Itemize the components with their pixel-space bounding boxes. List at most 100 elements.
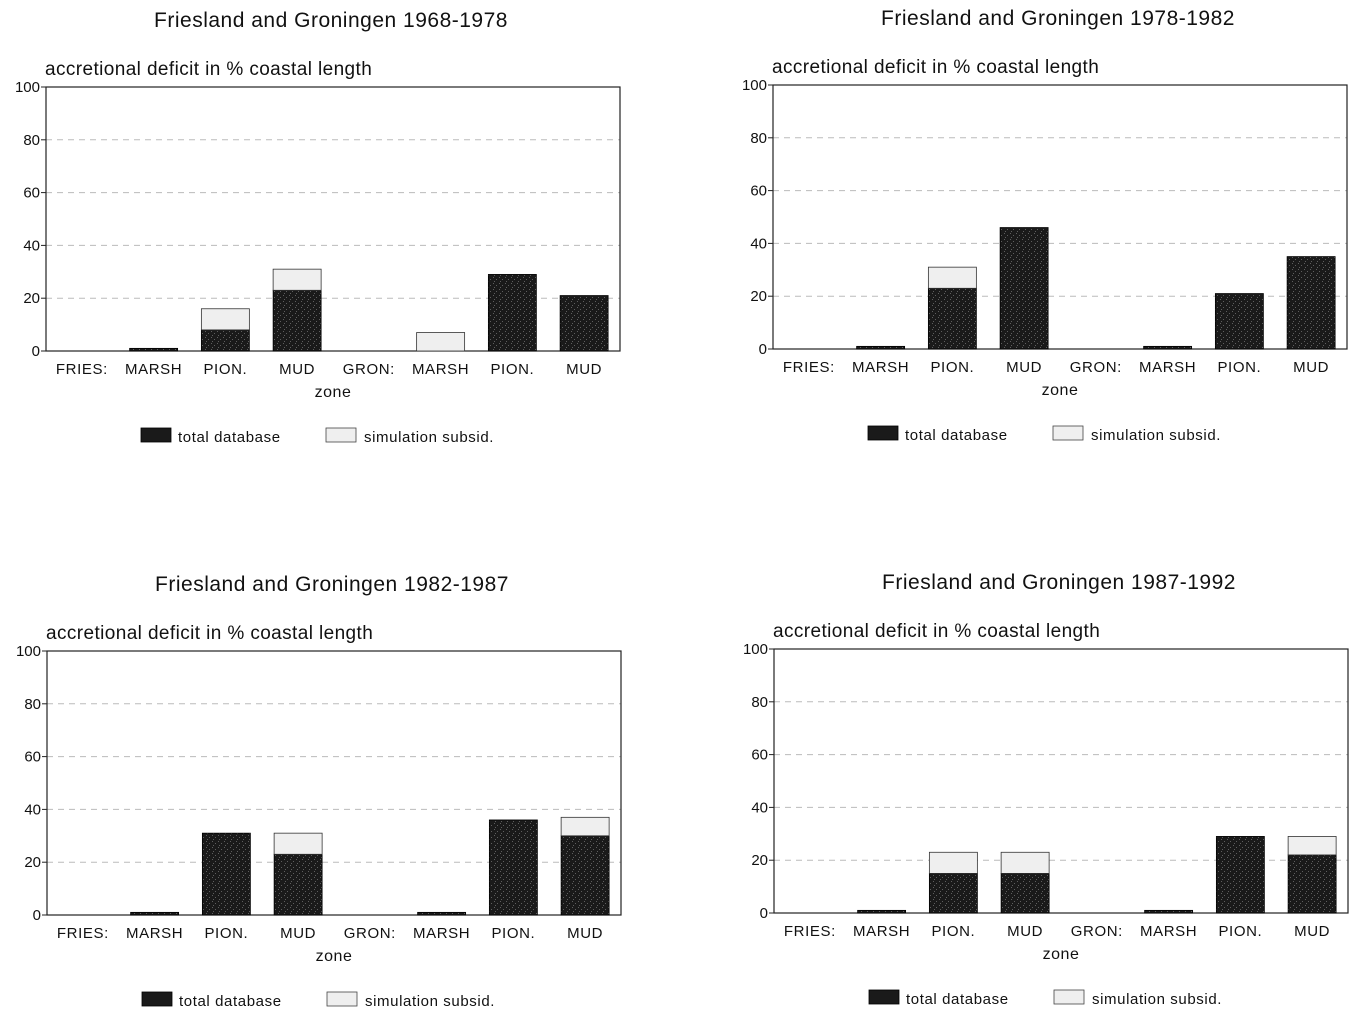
bar-simulation-subsid <box>200 308 250 331</box>
x-category-label: MUD <box>567 925 603 942</box>
bar-total-database <box>857 909 907 914</box>
x-category-label: GRON: <box>1071 923 1123 940</box>
chart-title: Friesland and Groningen 1987-1992 <box>882 571 1236 594</box>
x-category-label: PION. <box>203 361 247 378</box>
chart-1987-1992: Friesland and Groningen 1987-1992 accreti… <box>728 562 1353 1032</box>
x-category-label: PION. <box>1218 923 1262 940</box>
x-category-label: MUD <box>1293 359 1329 376</box>
bar-total-database <box>1000 872 1050 914</box>
legend-swatch-total-database <box>868 989 900 1005</box>
x-category-label: MARSH <box>126 925 183 942</box>
y-tick-label: 20 <box>751 852 768 869</box>
x-category-label: MARSH <box>1139 359 1196 376</box>
chart-svg: Friesland and Groningen 1968-1978 accreti… <box>15 9 621 446</box>
bar-simulation-subsid <box>273 832 323 855</box>
x-category-label: GRON: <box>344 925 396 942</box>
x-category-label: MUD <box>1294 923 1330 940</box>
legend-swatch-simulation-subsid <box>1053 989 1085 1005</box>
legend-swatch-simulation-subsid <box>326 991 358 1007</box>
legend-swatch-total-database <box>140 427 172 443</box>
x-category-label: MARSH <box>125 361 182 378</box>
y-tick-label: 20 <box>24 854 41 871</box>
legend-label-total-database: total database <box>905 427 1008 444</box>
bar-total-database <box>488 819 538 916</box>
x-category-label: MUD <box>279 361 315 378</box>
x-category-label: PION. <box>491 925 535 942</box>
y-tick-label: 80 <box>751 694 768 711</box>
y-tick-label: 40 <box>23 237 40 254</box>
plot-frame <box>773 648 1349 914</box>
y-axis-label: accretional deficit in % coastal length <box>46 623 373 644</box>
y-tick-label: 0 <box>759 341 767 358</box>
y-tick-label: 40 <box>750 235 767 252</box>
legend-label-simulation-subsid: simulation subsid. <box>1091 427 1221 444</box>
bar-total-database <box>129 347 179 352</box>
bar-total-database <box>559 295 609 352</box>
bar-total-database <box>856 345 906 350</box>
y-tick-label: 60 <box>750 183 767 200</box>
y-tick-label: 80 <box>24 696 41 713</box>
bar-total-database <box>487 274 537 352</box>
bar-simulation-subsid <box>416 332 466 352</box>
bar-simulation-subsid <box>560 816 610 837</box>
legend-label-total-database: total database <box>178 429 281 446</box>
bar-total-database <box>272 289 322 352</box>
y-tick-label: 20 <box>23 290 40 307</box>
plot-frame <box>45 86 621 352</box>
bar-simulation-subsid <box>928 851 978 874</box>
y-tick-label: 60 <box>24 749 41 766</box>
chart-svg: Friesland and Groningen 1987-1992 accreti… <box>743 571 1349 1008</box>
bar-total-database <box>928 872 978 914</box>
y-tick-label: 0 <box>760 905 768 922</box>
y-tick-label: 100 <box>16 643 41 660</box>
bar-simulation-subsid <box>272 268 322 291</box>
bar-total-database <box>560 835 610 916</box>
y-tick-label: 100 <box>742 77 767 94</box>
legend-swatch-total-database <box>141 991 173 1007</box>
x-category-label: MUD <box>1007 923 1043 940</box>
chart-1982-1987: Friesland and Groningen 1982-1987 accreti… <box>1 564 661 1034</box>
y-tick-label: 100 <box>15 79 40 96</box>
y-tick-label: 80 <box>750 130 767 147</box>
x-category-label: MARSH <box>853 923 910 940</box>
x-category-label: FRIES: <box>783 359 835 376</box>
bar-total-database <box>1214 293 1264 350</box>
y-axis-label: accretional deficit in % coastal length <box>773 621 1100 642</box>
y-tick-label: 40 <box>24 801 41 818</box>
x-category-label: MARSH <box>1140 923 1197 940</box>
legend-swatch-simulation-subsid <box>1052 425 1084 441</box>
bar-total-database <box>1286 256 1336 350</box>
y-tick-label: 80 <box>23 132 40 149</box>
y-axis-label: accretional deficit in % coastal length <box>772 57 1099 78</box>
bar-simulation-subsid <box>1000 851 1050 874</box>
bar-total-database <box>1287 854 1337 914</box>
x-axis-label: zone <box>1043 946 1080 963</box>
plot-frame <box>46 650 622 916</box>
legend-label-simulation-subsid: simulation subsid. <box>365 993 495 1010</box>
y-tick-label: 100 <box>743 641 768 658</box>
bar-simulation-subsid <box>927 266 977 289</box>
chart-svg: Friesland and Groningen 1982-1987 accreti… <box>16 573 622 1010</box>
plot-frame <box>772 84 1348 350</box>
y-tick-label: 0 <box>32 343 40 360</box>
bar-total-database <box>999 227 1049 350</box>
x-category-label: GRON: <box>1070 359 1122 376</box>
chart-title: Friesland and Groningen 1982-1987 <box>155 573 509 596</box>
x-category-label: MUD <box>566 361 602 378</box>
chart-svg: Friesland and Groningen 1978-1982 accreti… <box>742 7 1348 444</box>
x-category-label: MARSH <box>413 925 470 942</box>
x-category-label: PION. <box>930 359 974 376</box>
bar-total-database <box>201 832 251 916</box>
x-category-label: FRIES: <box>56 361 108 378</box>
x-category-label: MUD <box>1006 359 1042 376</box>
y-tick-label: 60 <box>23 185 40 202</box>
chart-title: Friesland and Groningen 1968-1978 <box>154 9 508 32</box>
bar-total-database <box>130 911 180 916</box>
x-category-label: GRON: <box>343 361 395 378</box>
bar-total-database <box>1215 836 1265 914</box>
x-axis-label: zone <box>1042 382 1079 399</box>
chart-1968-1978: Friesland and Groningen 1968-1978 accreti… <box>0 0 660 470</box>
x-category-label: PION. <box>931 923 975 940</box>
bar-simulation-subsid <box>1287 836 1337 856</box>
legend-label-total-database: total database <box>906 991 1009 1008</box>
